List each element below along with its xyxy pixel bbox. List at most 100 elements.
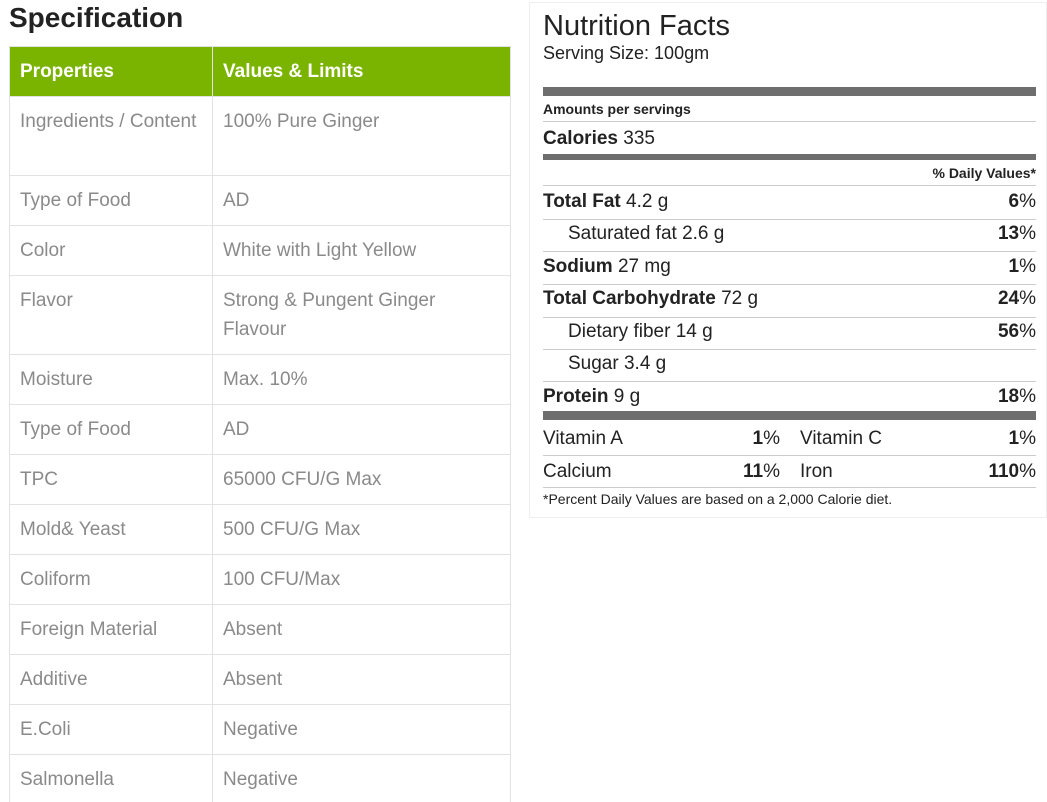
table-row: Type of Food AD — [9, 175, 511, 226]
calcium-percent-value: 11 — [743, 461, 764, 482]
value-cell: AD — [212, 175, 511, 226]
percent-sign: % — [1019, 321, 1036, 342]
table-row: Flavor Strong & Pungent Ginger Flavour — [9, 275, 511, 355]
percent-sign: % — [1019, 256, 1036, 277]
divider — [543, 381, 1036, 382]
nutrient-amount: 2.6 g — [682, 223, 725, 244]
nutrient-amount: 3.4 g — [623, 353, 667, 374]
nutrient-name: Sugar — [568, 353, 619, 374]
percent-sign: % — [1019, 428, 1036, 449]
nutrient-amount: 27 mg — [617, 256, 671, 277]
nutrient-percent: 13 — [997, 223, 1020, 244]
value-cell: Strong & Pungent Ginger Flavour — [212, 275, 511, 355]
property-cell: Coliform — [9, 554, 213, 605]
divider — [543, 284, 1036, 285]
iron-percent: 110% — [988, 460, 1036, 484]
property-cell: Additive — [9, 654, 213, 705]
nutrient-name: Total Carbohydrate — [543, 288, 716, 309]
table-row: Mold& Yeast 500 CFU/G Max — [9, 504, 511, 555]
divider — [543, 219, 1036, 220]
header-values-limits: Values & Limits — [212, 46, 511, 97]
divider — [543, 349, 1036, 350]
nutrient-percent: 1 — [1008, 256, 1020, 277]
value-cell: 500 CFU/G Max — [212, 504, 511, 555]
nutrient-amount: 14 g — [675, 321, 713, 342]
value-cell: Absent — [212, 604, 511, 655]
property-cell: Flavor — [9, 275, 213, 355]
nutrient-name: Protein — [543, 386, 609, 407]
table-row: Moisture Max. 10% — [9, 354, 511, 405]
property-cell: Foreign Material — [9, 604, 213, 655]
nutrient-percent: 6 — [1008, 191, 1020, 212]
property-cell: TPC — [9, 454, 213, 505]
value-cell: 100% Pure Ginger — [212, 96, 511, 176]
vitamin-c-percent-value: 1 — [1008, 428, 1020, 449]
specification-table: Properties Values & Limits Ingredients /… — [9, 46, 511, 802]
vitamin-c-label: Vitamin C — [800, 428, 883, 449]
nutrient-amount: 72 g — [721, 288, 759, 309]
percent-sign: % — [1019, 223, 1036, 244]
percent-sign: % — [1019, 461, 1036, 482]
daily-values-footnote: *Percent Daily Values are based on a 2,0… — [543, 491, 893, 507]
vitamin-a-label: Vitamin A — [543, 428, 623, 449]
value-cell: Negative — [212, 754, 511, 802]
value-cell: 65000 CFU/G Max — [212, 454, 511, 505]
value-cell: Negative — [212, 704, 511, 755]
nutrient-name: Total Fat — [543, 191, 621, 212]
thick-divider — [543, 154, 1036, 160]
percent-sign: % — [1019, 191, 1036, 212]
calories-label: Calories — [543, 128, 618, 149]
vitamin-a-percent-value: 1 — [752, 428, 764, 449]
table-row: Salmonella Negative — [9, 754, 511, 802]
property-cell: E.Coli — [9, 704, 213, 755]
table-row: Type of Food AD — [9, 404, 511, 455]
calcium-percent: 11% — [743, 460, 780, 484]
value-cell: 100 CFU/Max — [212, 554, 511, 605]
table-row: E.Coli Negative — [9, 704, 511, 755]
value-cell: Max. 10% — [212, 354, 511, 405]
table-row: Foreign Material Absent — [9, 604, 511, 655]
nutrition-facts-panel: Nutrition Facts Serving Size: 100gm Amou… — [529, 2, 1047, 518]
divider — [543, 317, 1036, 318]
percent-sign: % — [763, 461, 780, 482]
nutrient-percent: 18 — [997, 386, 1020, 407]
property-cell: Mold& Yeast — [9, 504, 213, 555]
amounts-per-serving-label: Amounts per servings — [543, 101, 691, 117]
value-cell: White with Light Yellow — [212, 225, 511, 276]
thick-divider — [543, 87, 1036, 96]
divider — [543, 121, 1036, 122]
nutrient-amount: 9 g — [613, 386, 641, 407]
property-cell: Type of Food — [9, 404, 213, 455]
serving-size: Serving Size: 100gm — [543, 43, 710, 63]
property-cell: Salmonella — [9, 754, 213, 802]
percent-sign: % — [1019, 288, 1036, 309]
iron-label: Iron — [800, 461, 833, 482]
calories-value: 335 — [623, 128, 655, 149]
nutrient-name: Saturated fat — [568, 223, 677, 244]
divider — [543, 487, 1036, 488]
nutrient-name: Sodium — [543, 256, 613, 277]
divider — [543, 251, 1036, 252]
divider — [543, 455, 1036, 456]
table-row: Additive Absent — [9, 654, 511, 705]
header-properties: Properties — [9, 46, 213, 97]
percent-sign: % — [763, 428, 780, 449]
table-row: Coliform 100 CFU/Max — [9, 554, 511, 605]
nutrient-amount: 4.2 g — [626, 191, 669, 212]
nutrient-percent: 24 — [997, 288, 1020, 309]
iron-percent-value: 110 — [988, 461, 1020, 482]
daily-values-header: % Daily Values* — [932, 165, 1036, 181]
vitamin-a-percent: 1% — [753, 427, 780, 451]
percent-sign: % — [1019, 386, 1036, 407]
property-cell: Type of Food — [9, 175, 213, 226]
thick-divider — [543, 411, 1036, 420]
specification-title: Specification — [9, 2, 184, 33]
table-row: Color White with Light Yellow — [9, 225, 511, 276]
nutrient-percent: 56 — [997, 321, 1020, 342]
property-cell: Ingredients / Content — [9, 96, 213, 176]
divider — [543, 185, 1036, 186]
calcium-label: Calcium — [543, 461, 612, 482]
property-cell: Color — [9, 225, 213, 276]
value-cell: AD — [212, 404, 511, 455]
table-header-row: Properties Values & Limits — [9, 46, 511, 97]
